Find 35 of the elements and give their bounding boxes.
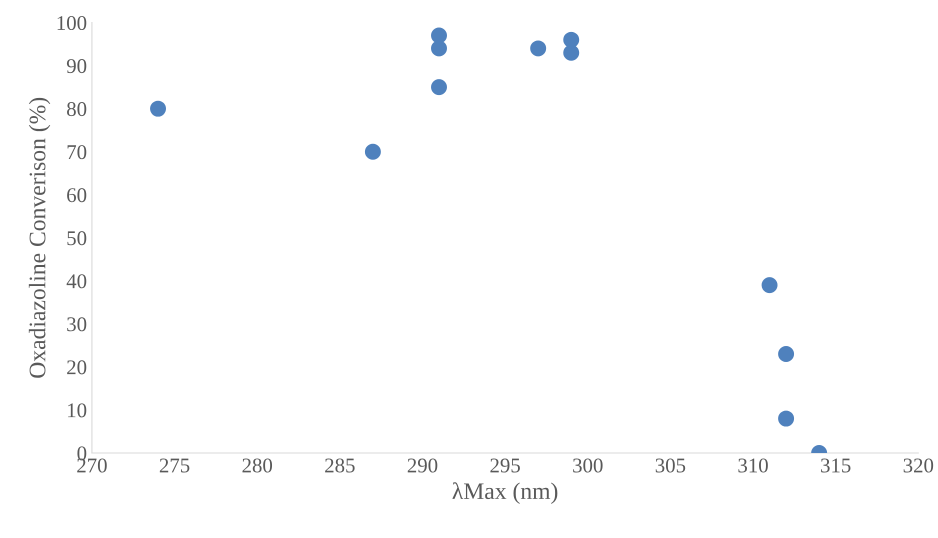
x-tick-label: 295 — [490, 458, 520, 473]
x-axis-title: λMax (nm) — [452, 482, 558, 504]
y-tick-label: 80 — [67, 102, 86, 116]
x-tick-label: 305 — [656, 458, 686, 473]
point — [431, 40, 447, 56]
y-tick-label: 40 — [66, 274, 86, 288]
y-tick-label: 70 — [68, 145, 86, 160]
x-tick-label: 315 — [821, 458, 850, 473]
x-tick-label: 270 — [77, 458, 107, 473]
point — [150, 100, 166, 117]
y-tick-label: 60 — [67, 188, 86, 202]
y-tick-label: 0 — [77, 446, 86, 460]
x-tick-label: 285 — [325, 458, 355, 473]
x-tick-label: 290 — [408, 458, 438, 473]
x-tick-label: 310 — [738, 458, 768, 473]
point — [563, 32, 580, 48]
point — [778, 410, 794, 427]
y-tick-label: 30 — [67, 317, 86, 332]
y-tick-label: 50 — [67, 231, 86, 246]
x-tick-label: 275 — [160, 458, 190, 473]
y-tick-label: 100 — [58, 16, 86, 30]
y-tick-label: 10 — [68, 403, 86, 418]
point — [778, 346, 794, 362]
point — [762, 277, 778, 294]
y-tick-label: 20 — [67, 360, 86, 374]
point — [431, 28, 447, 44]
y-tick-label: 90 — [66, 59, 86, 74]
point — [563, 44, 580, 61]
x-tick-label: 320 — [904, 458, 934, 473]
point — [431, 79, 447, 96]
x-tick-label: 300 — [573, 458, 603, 473]
x-tick-label: 280 — [242, 458, 272, 473]
point — [530, 40, 546, 56]
point — [364, 144, 381, 160]
y-axis-title: Oxadiazoline Converison (%) — [28, 98, 50, 378]
